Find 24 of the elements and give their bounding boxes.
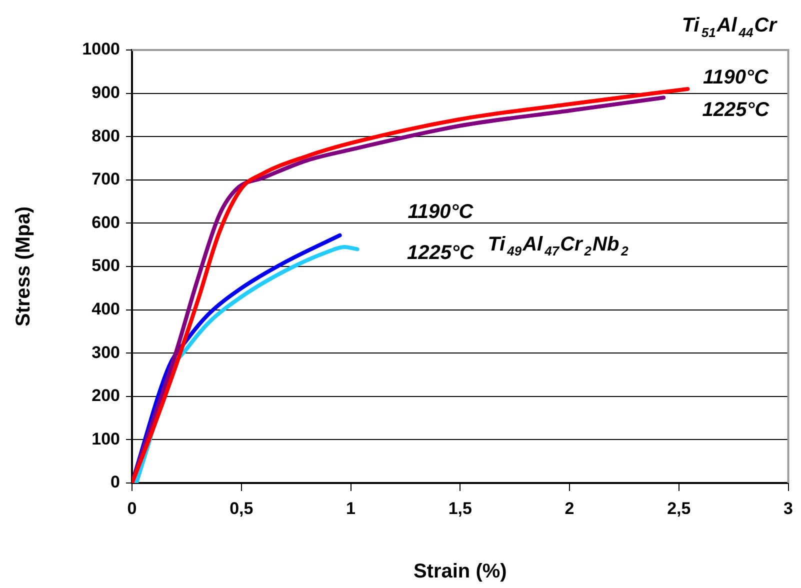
x-tick-label: 1,5 [448,498,472,518]
x-tick-label: 0 [127,498,137,518]
y-tick-label: 400 [92,299,120,318]
y-tick-label: 100 [92,429,120,448]
y-axis-title: Stress (Mpa) [12,206,35,327]
y-tick-label: 700 [92,170,120,189]
y-tick-label: 0 [110,472,120,492]
y-tick-label: 800 [92,126,120,146]
x-tick-label: 0,5 [230,498,254,518]
y-tick-label: 600 [92,212,120,232]
y-tick-label: 300 [92,342,120,362]
x-tick-label: 3 [784,498,794,518]
y-tick-label: 500 [92,256,120,276]
x-tick-label: 2 [564,498,574,518]
annotation: 1190°C [703,66,770,89]
annotation: 1225°C [406,242,474,264]
x-axis-title: Strain (%) [413,560,507,583]
annotation: 1190°C [408,200,474,223]
y-tick-label: 1000 [82,40,120,59]
y-tick-label: 200 [92,386,120,406]
x-tick-label: 1 [346,498,356,518]
y-tick-label: 900 [92,82,120,102]
annotation: 1225°C [702,99,770,122]
x-tick-label: 2,5 [667,498,691,518]
